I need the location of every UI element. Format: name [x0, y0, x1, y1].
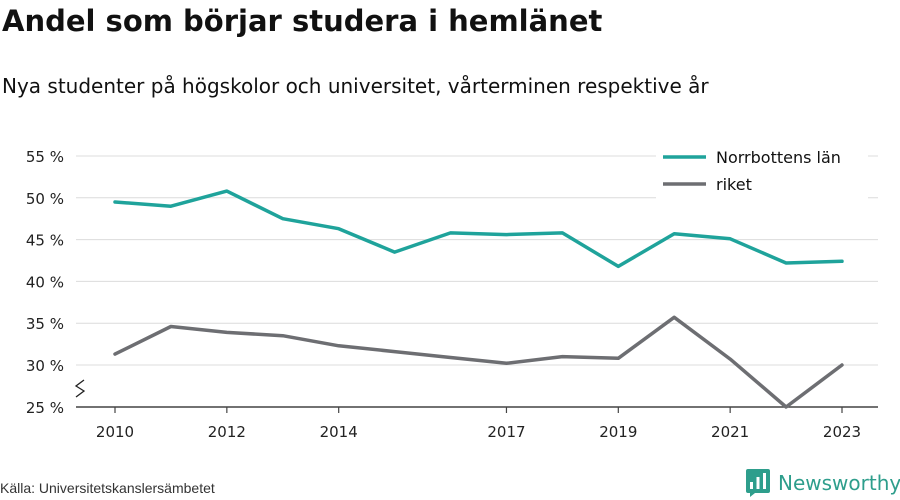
legend-label: Norrbottens län	[716, 148, 841, 167]
source-note: Källa: Universitetskanslersämbetet	[0, 480, 215, 496]
series-line	[113, 189, 844, 269]
legend-label: riket	[716, 175, 752, 194]
axis-break-icon	[74, 379, 86, 398]
x-tick-label: 2017	[487, 423, 525, 441]
legend-background	[656, 142, 868, 200]
y-tick-label: 45 %	[26, 232, 64, 250]
series-line	[113, 315, 844, 409]
series-lines	[113, 189, 844, 409]
newsworthy-logo-icon	[746, 469, 770, 497]
x-axis: 2010 2012 2014 2017 2019 2021 2023	[76, 406, 878, 441]
y-tick-label: 30 %	[26, 357, 64, 375]
x-tick-label: 2010	[96, 423, 134, 441]
x-tick-label: 2021	[711, 423, 749, 441]
brand-logo: Newsworthy	[746, 468, 900, 498]
y-tick-label: 55 %	[26, 148, 64, 166]
y-axis: 25 % 30 % 35 % 40 % 45 % 50 % 55 %	[26, 148, 86, 417]
x-tick-label: 2019	[599, 423, 637, 441]
y-tick-label: 50 %	[26, 190, 64, 208]
x-tick-label: 2012	[208, 423, 246, 441]
y-tick-label: 40 %	[26, 273, 64, 291]
x-tick-label: 2023	[823, 423, 861, 441]
y-tick-label: 35 %	[26, 315, 64, 333]
chart-title: Andel som börjar studera i hemlänet	[2, 4, 603, 38]
line-chart: 25 %30 %35 %40 %45 %50 %55 % 2010 2012 201…	[25, 142, 878, 441]
brand-name: Newsworthy	[778, 471, 900, 495]
x-tick-label: 2014	[320, 423, 358, 441]
y-tick-label: 25 %	[26, 399, 64, 417]
chart-subtitle: Nya studenter på högskolor och universit…	[2, 74, 709, 98]
legend: Norrbottens län riket	[656, 142, 868, 200]
